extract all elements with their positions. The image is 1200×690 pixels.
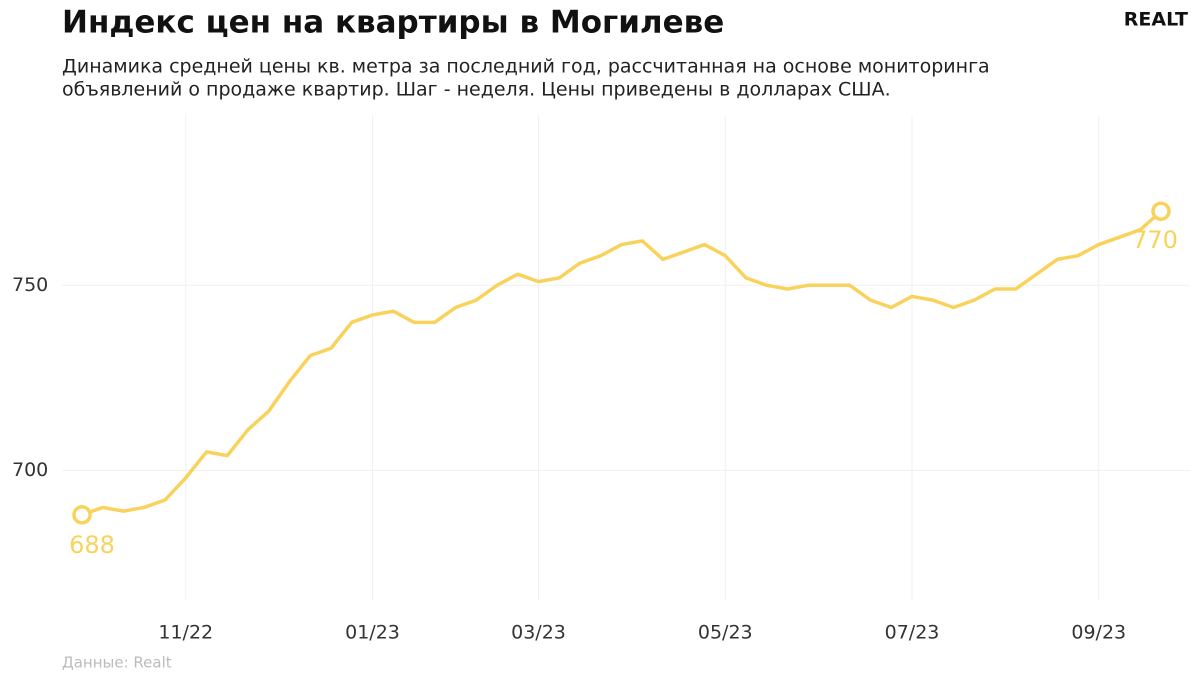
- x-tick-label: 01/23: [345, 622, 400, 644]
- data-label: 688: [69, 531, 115, 559]
- x-tick-label: 11/22: [158, 622, 213, 644]
- data-label: 770: [1132, 226, 1178, 254]
- x-tick-label: 03/23: [511, 622, 566, 644]
- x-tick-label: 09/23: [1071, 622, 1126, 644]
- chart-title: Индекс цен на квартиры в Могилеве: [62, 5, 724, 41]
- subtitle-line: Динамика средней цены кв. метра за после…: [62, 56, 990, 78]
- series-line: [81, 209, 1163, 517]
- end-point: [72, 505, 92, 525]
- y-tick-label: 700: [12, 459, 48, 481]
- x-tick-label: 05/23: [698, 622, 753, 644]
- x-tick-label: 07/23: [885, 622, 940, 644]
- logo: REALT: [1124, 9, 1188, 31]
- end-point: [1151, 201, 1171, 222]
- subtitle-line: объявлений о продаже квартир. Шаг - неде…: [62, 79, 891, 101]
- y-tick-label: 750: [12, 274, 48, 296]
- source: Данные: Realt: [62, 654, 172, 672]
